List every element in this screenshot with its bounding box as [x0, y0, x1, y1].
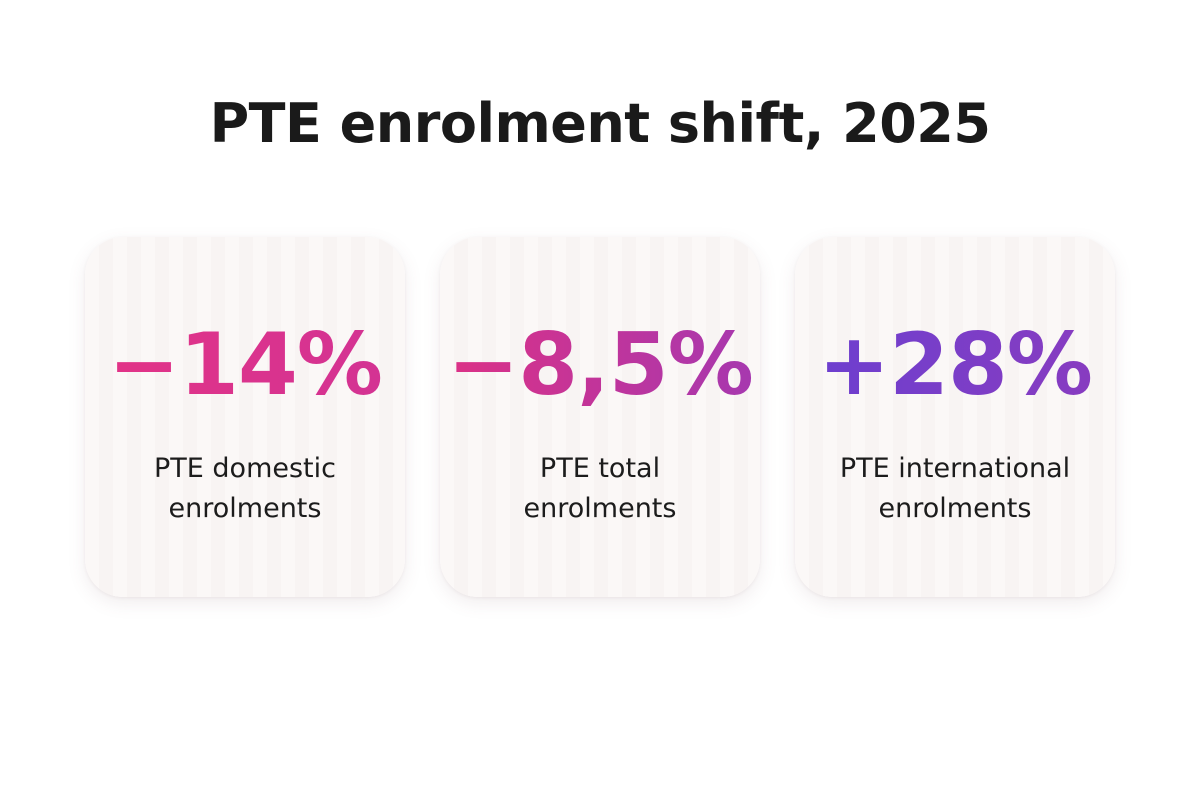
- stat-card: −14% PTE domestic enrolments: [85, 237, 405, 597]
- title: PTE enrolment shift, 2025: [209, 92, 991, 155]
- stat-label: PTE domestic enrolments: [154, 453, 336, 524]
- stat-value: +28%: [795, 315, 1115, 415]
- stat-label: PTE total enrolments: [523, 453, 677, 524]
- stat-card: −8,5% PTE total enrolments: [440, 237, 760, 597]
- stat-card: +28% PTE international enrolments: [795, 237, 1115, 597]
- stat-value: −14%: [85, 315, 405, 415]
- stat-label: PTE international enrolments: [839, 453, 1071, 524]
- stat-value: −8,5%: [440, 315, 760, 415]
